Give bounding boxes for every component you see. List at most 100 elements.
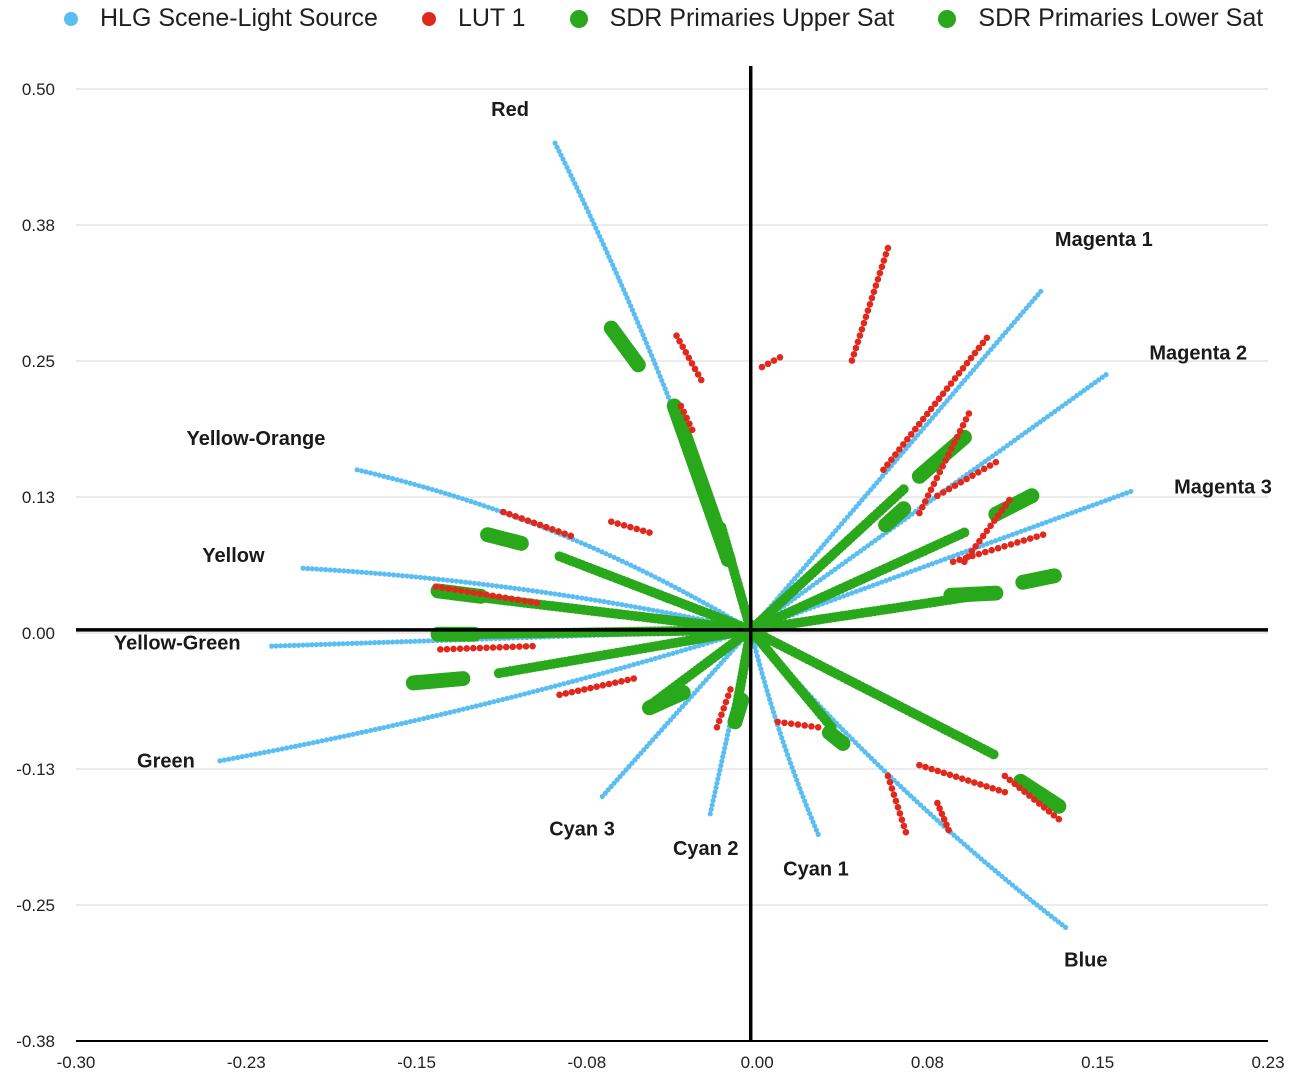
hlg-point (1031, 524, 1037, 530)
lut-point (680, 408, 688, 416)
hlg-point (782, 743, 788, 749)
hlg-point (1002, 876, 1009, 882)
lut-point (502, 643, 510, 651)
hlg-point (1035, 522, 1041, 528)
lut-point (787, 720, 795, 727)
hlg-point (620, 286, 627, 293)
sdr-upper-series-layer (405, 320, 1067, 814)
hlg-point (494, 583, 500, 589)
hlg-point (895, 573, 902, 579)
hlg-point (879, 473, 886, 479)
hlg-point (561, 681, 567, 687)
lut-point (987, 522, 994, 530)
hlg-point (340, 641, 346, 647)
hlg-point (417, 574, 424, 580)
hlg-point (611, 554, 617, 561)
hlg-point (789, 579, 795, 585)
hlg-point (556, 592, 563, 598)
hlg-point (429, 713, 435, 720)
hlg-point (975, 853, 981, 859)
hlg-point (601, 599, 607, 605)
hlg-point (959, 381, 965, 387)
lut-point (884, 461, 891, 469)
legend-item-hlg[interactable]: HLG Scene-Light Source (64, 4, 378, 33)
hlg-point (993, 538, 999, 544)
sdr-upper-point (835, 736, 851, 751)
hlg-point (712, 667, 718, 673)
hlg-point (713, 784, 719, 791)
hlg-point (897, 452, 903, 459)
hlg-point (955, 551, 961, 558)
hlg-point (988, 346, 994, 353)
lut-point (727, 686, 734, 693)
hlg-point (661, 653, 667, 659)
hlg-point (598, 237, 605, 243)
hlg-point (865, 752, 871, 758)
hlg-point (1034, 902, 1040, 908)
hlg-point (985, 862, 991, 868)
hlg-point (273, 643, 279, 649)
hlg-point (1022, 429, 1029, 436)
lut-point (443, 645, 451, 653)
hlg-point (602, 245, 608, 252)
lut-point (679, 343, 686, 351)
lut-point (964, 553, 972, 560)
hlg-point (962, 377, 968, 383)
hlg-point (783, 747, 789, 754)
hlg-point (309, 566, 315, 572)
hue-label: Yellow (202, 545, 265, 567)
hlg-point (547, 590, 554, 596)
hlg-point (761, 679, 768, 685)
lut-point (646, 529, 653, 536)
hlg-point (770, 709, 777, 715)
hlg-point (806, 558, 812, 565)
legend-marker-hlg (64, 11, 78, 26)
lut-point (694, 371, 702, 378)
legend-item-lut1[interactable]: LUT 1 (421, 4, 526, 33)
hue-label: Cyan 1 (783, 858, 849, 880)
hlg-point (961, 841, 967, 847)
hlg-point (1098, 499, 1104, 505)
hlg-point (647, 740, 653, 746)
lut-point (781, 719, 788, 727)
hlg-point (644, 743, 650, 750)
hlg-point (932, 411, 938, 418)
hlg-point (403, 719, 409, 726)
hlg-point (345, 640, 351, 647)
hlg-point (600, 241, 607, 248)
hlg-point (918, 428, 924, 435)
lut-point (489, 644, 497, 651)
hlg-point (857, 587, 864, 593)
hlg-point (1030, 424, 1036, 430)
hlg-point (458, 579, 464, 585)
hlg-point (802, 798, 808, 804)
hlg-point (286, 642, 293, 649)
hlg-point (887, 576, 893, 582)
hlg-point (516, 586, 522, 592)
lut-point (860, 319, 868, 327)
lut-point (933, 474, 941, 482)
hlg-point (814, 579, 820, 586)
lut-point (945, 826, 952, 834)
hlg-point (794, 777, 800, 783)
hlg-point (657, 654, 663, 660)
hlg-point (648, 572, 654, 578)
hlg-point (929, 415, 936, 421)
hlg-point (803, 802, 809, 808)
legend-item-sdr-upper[interactable]: SDR Primaries Upper Sat (569, 4, 894, 33)
hlg-point (504, 695, 510, 702)
hlg-point (1041, 908, 1047, 914)
hlg-point (1030, 899, 1037, 905)
hlg-point (965, 844, 971, 850)
hlg-point (381, 724, 387, 731)
hlg-point (900, 571, 906, 578)
lut-point (995, 786, 1003, 794)
lut-point (1002, 501, 1009, 509)
hlg-point (1090, 502, 1096, 508)
hlg-point (637, 605, 643, 611)
lut-point (1016, 784, 1023, 792)
legend-item-sdr-lower[interactable]: SDR Primaries Lower Sat (938, 4, 1263, 33)
lut-point (942, 457, 949, 464)
lut-point (514, 596, 522, 604)
lut-point (972, 543, 979, 550)
